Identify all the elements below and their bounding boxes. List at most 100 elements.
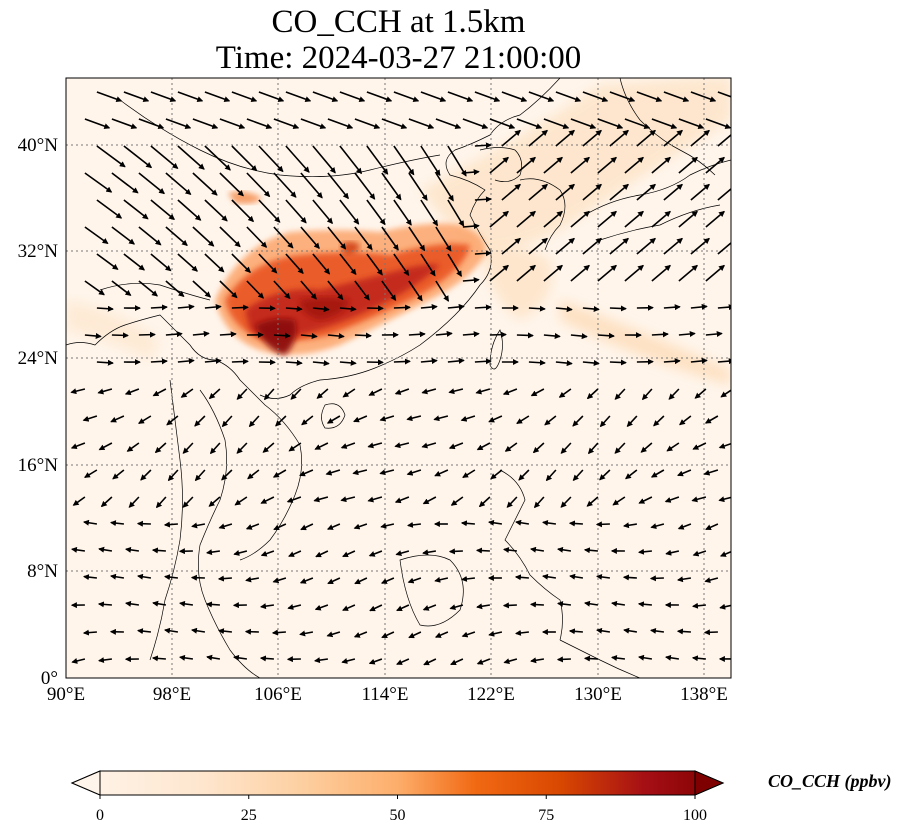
wind-arrow [420,145,441,177]
wind-arrow [247,469,260,480]
wind-arrow [177,91,204,103]
colorbar-tick-25: 25 [241,807,257,824]
wind-arrow [379,415,395,422]
wind-arrow [582,305,600,312]
wind-arrow [231,304,249,311]
wind-arrow [435,118,462,130]
wind-arrow [327,226,347,250]
wind-arrow [528,305,546,312]
wind-arrow [312,91,339,103]
wind-arrow [609,359,627,366]
wind-arrow [636,183,656,201]
wind-arrow [584,600,599,607]
lon-axis: 90°E 98°E 106°E 114°E 122°E 130°E 138°E [47,684,728,705]
wind-arrow [258,199,281,223]
wind-arrow [568,628,583,635]
wind-arrow [125,546,140,553]
wind-arrow [543,210,563,228]
wind-arrow [393,199,412,226]
wind-arrow [597,332,615,339]
wind-arrow [369,604,383,612]
wind-arrow [231,91,258,103]
wind-arrow [219,172,244,197]
wind-arrow [663,183,683,201]
wind-arrow [609,129,629,147]
wind-arrow [663,129,683,147]
wind-arrow [502,388,518,396]
wind-arrow [272,469,287,478]
wind-arrow [326,523,341,530]
wind-arrow [82,629,97,636]
lat-tick-0: 0° [41,668,58,689]
wind-arrow [597,210,617,228]
wind-arrow [543,332,561,339]
wind-arrow [677,523,692,530]
wind-arrow [381,226,399,251]
wind-arrow [381,280,397,302]
wind-arrow [84,172,113,193]
wind-arrow [221,415,233,428]
wind-arrow [71,657,86,664]
wind-arrow [488,519,503,526]
wind-arrow [408,631,422,639]
wind-arrow [597,264,617,282]
wind-arrow [123,145,153,169]
wind-arrow [260,496,275,504]
wind-arrow [151,547,166,554]
wind-arrow [191,522,206,529]
wind-arrow [327,172,349,200]
wind-arrow [691,655,706,662]
wind-arrow [447,357,465,364]
wind-arrow [475,547,490,554]
wind-arrow [300,172,323,199]
wind-arrow [704,577,719,583]
wind-arrow [733,158,751,174]
wind-arrow [586,388,599,400]
wind-arrow [325,469,341,476]
wind-arrow [678,118,705,130]
wind-arrow [420,358,438,365]
wind-arrow [421,442,437,449]
wind-arrow [273,280,291,300]
wind-arrow [167,469,179,482]
wind-arrow [231,253,251,274]
wind-arrow [312,199,333,225]
wind-arrow [745,239,763,255]
colorbar-tick-0: 0 [96,807,104,824]
wind-arrow [219,331,237,338]
wind-arrow [182,496,194,508]
wind-arrow [638,654,653,661]
wind-arrow [125,600,140,607]
wind-arrow [690,303,708,310]
wind-arrow [165,226,188,247]
wind-arrow [582,91,609,103]
wind-arrow [609,183,629,201]
colorbar: 0 25 50 75 100 [70,770,725,824]
wind-arrow [503,547,517,553]
colorbar-tick-100: 100 [683,807,707,824]
wind-arrow [560,496,572,508]
wind-arrow [733,212,751,228]
wind-arrow [219,226,241,248]
wind-arrow [679,415,692,426]
wind-arrow [354,172,376,200]
wind-arrow [219,118,246,130]
wind-arrow [124,388,140,396]
wind-arrow [150,358,168,365]
wind-arrow [732,416,745,421]
wind-arrow [435,330,453,337]
wind-arrow [732,632,745,634]
wind-arrow [614,442,626,454]
wind-arrow [544,415,557,426]
wind-arrow [611,655,625,661]
wind-arrow [582,129,602,147]
wind-arrow [599,415,611,428]
wind-arrow [177,145,205,170]
wind-arrow [555,183,575,201]
wind-arrow [354,226,373,251]
wind-arrow [462,277,480,284]
wind-arrow [690,237,710,255]
wind-arrow [285,91,312,103]
wind-arrow [233,550,248,556]
wind-arrow [72,496,86,506]
